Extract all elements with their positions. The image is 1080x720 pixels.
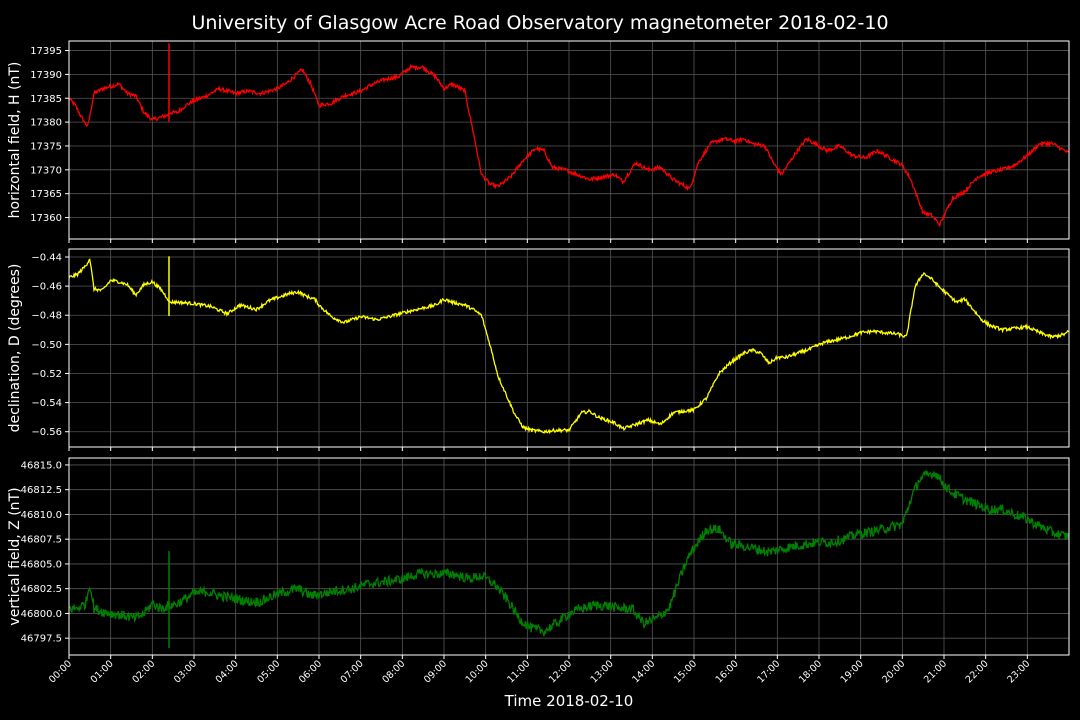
y-tick-label: 46812.5	[21, 485, 62, 496]
y-tick-label: 46805.0	[21, 559, 62, 570]
y-tick-label: −0.54	[31, 398, 62, 409]
panel-horizontal-field: 17360 17365 17370 17375 17380 17385 17390 17395…	[7, 40, 1070, 243]
y-tick-label: 46797.5	[21, 634, 62, 645]
y-tick-label: 17375	[30, 141, 62, 152]
y-tick-label: 46802.5	[21, 584, 62, 595]
y-tick-label: 17380	[30, 118, 62, 129]
y-axis-label: vertical field, Z (nT)	[7, 487, 23, 625]
y-tick-label: 46810.0	[21, 510, 62, 521]
y-axis-label: declination, D (degrees)	[7, 264, 23, 433]
y-tick-label: 46807.5	[21, 535, 62, 546]
y-tick-label: 17360	[30, 213, 62, 224]
y-tick-label: −0.50	[31, 340, 62, 351]
y-tick-label: −0.56	[31, 427, 62, 438]
y-axis-label: horizontal field, H (nT)	[7, 62, 23, 219]
y-tick-label: 17365	[30, 189, 62, 200]
y-tick-label: 17390	[30, 70, 62, 81]
series-line-Z	[69, 469, 1069, 637]
panel-vertical-field: 46797.5 46800.0 46802.5 46805.0 46807.5 46810…	[7, 457, 1070, 659]
series-line-H	[69, 63, 1069, 227]
y-tick-label: 17385	[30, 94, 62, 105]
y-tick-label: −0.48	[31, 311, 62, 322]
y-tick-label: 17395	[30, 46, 62, 57]
chart-title: University of Glasgow Acre Road Observat…	[191, 12, 888, 34]
panel-declination: −0.56 −0.54 −0.52 −0.50 −0.48 −0.46 −0.44 decli…	[7, 248, 1070, 451]
y-tick-label: 17370	[30, 165, 62, 176]
y-tick-label: −0.44	[31, 253, 62, 264]
y-tick-label: 46800.0	[21, 609, 62, 620]
y-tick-label: 46815.0	[21, 460, 62, 471]
y-tick-label: −0.52	[31, 369, 62, 380]
series-line-D	[69, 258, 1069, 435]
y-tick-label: −0.46	[31, 282, 62, 293]
x-axis-label: Time 2018-02-10	[504, 692, 634, 710]
